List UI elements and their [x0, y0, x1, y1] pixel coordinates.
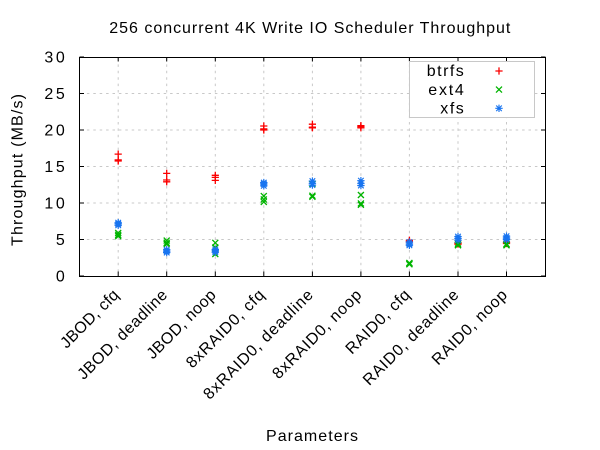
svg-text:ext4: ext4	[428, 82, 464, 99]
svg-text:5: 5	[56, 232, 65, 249]
svg-text:0: 0	[56, 269, 65, 286]
svg-text:256 concurrent 4K Write IO Sch: 256 concurrent 4K Write IO Scheduler Thr…	[109, 20, 511, 37]
svg-text:btrfs: btrfs	[427, 63, 464, 80]
svg-text:Parameters: Parameters	[266, 428, 358, 445]
svg-text:Throughput (MB/s): Throughput (MB/s)	[10, 94, 27, 246]
svg-text:xfs: xfs	[440, 101, 464, 118]
